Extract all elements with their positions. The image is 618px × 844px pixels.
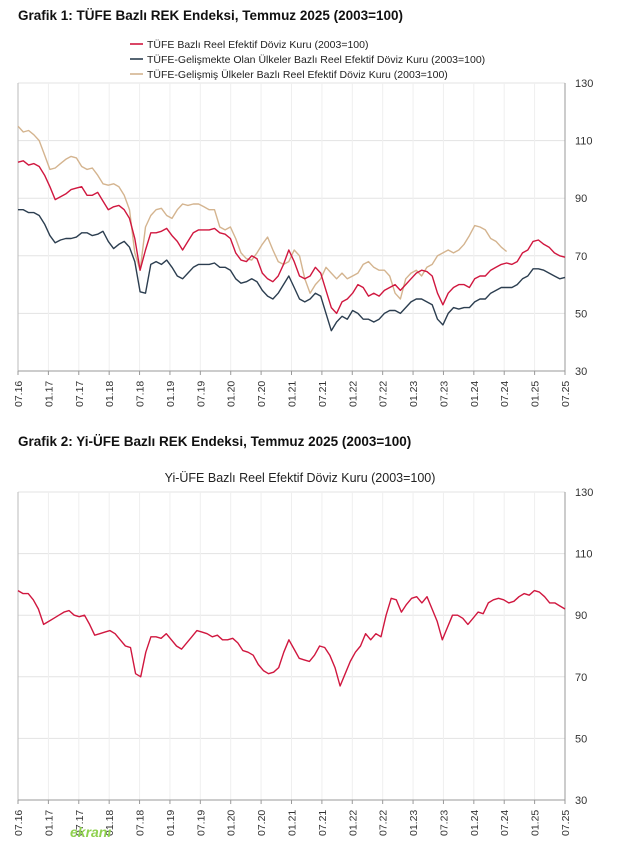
chart1-heading: Grafik 1: TÜFE Bazlı REK Endeksi, Temmuz… — [18, 8, 404, 23]
y-tick-label: 70 — [575, 251, 587, 263]
chart1-axes: 30 50 70 90 110 130 07.16 01.17 07.17 01.18 07.18 0… — [13, 78, 593, 407]
legend-label-1: TÜFE Bazlı Reel Efektif Döviz Kuru (2003… — [147, 39, 368, 51]
series-line-1 — [17, 160, 566, 315]
chart2: Yi-ÜFE Bazlı Reel Efektif Döviz Kuru (20… — [13, 471, 593, 836]
legend-label-3: TÜFE-Gelişmiş Ülkeler Bazlı Reel Efektif… — [147, 69, 448, 81]
x-tick-label: 07.18 — [135, 810, 147, 836]
chart1-gridlines — [17, 82, 566, 372]
chart2-heading: Grafik 2: Yi-ÜFE Bazlı REK Endeksi, Temm… — [18, 434, 412, 449]
x-tick-label: 01.21 — [287, 810, 299, 836]
y-tick-label: 30 — [575, 366, 587, 378]
x-tick-label: 01.18 — [104, 810, 116, 836]
y-tick-label: 70 — [575, 672, 587, 684]
logo: ekranı — [70, 824, 112, 840]
x-tick-label: 01.19 — [165, 381, 177, 407]
y-tick-label: 90 — [575, 193, 587, 205]
legend-label-2: TÜFE-Gelişmekte Olan Ülkeler Bazlı Reel … — [147, 54, 485, 66]
x-tick-label: 07.25 — [560, 381, 572, 407]
x-tick-label: 07.19 — [195, 381, 207, 407]
y-tick-label: 130 — [575, 487, 593, 499]
y-tick-label: 50 — [575, 308, 587, 320]
x-tick-label: 01.22 — [347, 810, 359, 836]
x-tick-label: 07.21 — [317, 381, 329, 407]
x-tick-label: 07.17 — [74, 381, 86, 407]
y-tick-label: 30 — [575, 795, 587, 807]
x-tick-label: 01.18 — [104, 381, 116, 407]
chart1-legend: TÜFE Bazlı Reel Efektif Döviz Kuru (2003… — [130, 39, 485, 81]
y-tick-label: 90 — [575, 610, 587, 622]
x-tick-label: 01.23 — [408, 810, 420, 836]
x-tick-label: 01.17 — [43, 810, 55, 836]
x-tick-label: 07.19 — [195, 810, 207, 836]
y-tick-label: 130 — [575, 78, 593, 90]
y-tick-label: 110 — [575, 136, 593, 148]
x-tick-label: 07.25 — [560, 810, 572, 836]
chart2-axes: 30 50 70 90 110 130 07.16 01.17 07.17 01.18 07.18 0… — [13, 487, 593, 836]
x-tick-label: 01.23 — [408, 381, 420, 407]
series-line-3 — [17, 125, 508, 300]
x-tick-label: 07.22 — [378, 381, 390, 407]
y-tick-label: 50 — [575, 733, 587, 745]
x-tick-label: 07.17 — [74, 810, 86, 836]
x-tick-label: 07.23 — [438, 381, 450, 407]
x-tick-label: 01.24 — [469, 810, 481, 836]
x-tick-label: 07.22 — [378, 810, 390, 836]
x-tick-label: 07.21 — [317, 810, 329, 836]
chart2-title: Yi-ÜFE Bazlı Reel Efektif Döviz Kuru (20… — [165, 471, 436, 485]
chart1-lines — [17, 125, 566, 332]
x-tick-label: 07.20 — [256, 810, 268, 836]
x-tick-label: 01.17 — [43, 381, 55, 407]
series-line-2 — [18, 208, 566, 332]
x-tick-label: 01.20 — [226, 381, 238, 407]
x-tick-label: 01.24 — [469, 381, 481, 407]
x-tick-label: 07.23 — [438, 810, 450, 836]
series-line-1 — [17, 589, 566, 687]
x-tick-label: 07.24 — [499, 810, 511, 836]
x-tick-label: 01.25 — [530, 810, 542, 836]
x-tick-label: 07.24 — [499, 381, 511, 407]
chart2-lines — [17, 589, 566, 687]
x-tick-label: 07.18 — [135, 381, 147, 407]
x-tick-label: 01.22 — [347, 381, 359, 407]
y-tick-label: 110 — [575, 549, 593, 561]
chart2-gridlines — [17, 491, 566, 801]
x-tick-label: 01.20 — [226, 810, 238, 836]
x-tick-label: 01.19 — [165, 810, 177, 836]
x-tick-label: 07.20 — [256, 381, 268, 407]
x-tick-label: 07.16 — [13, 810, 25, 836]
x-tick-label: 07.16 — [13, 381, 25, 407]
x-tick-label: 01.25 — [530, 381, 542, 407]
x-tick-label: 01.21 — [287, 381, 299, 407]
chart1: 30 50 70 90 110 130 07.16 01.17 07.17 01.18 07.18 0… — [13, 39, 593, 407]
